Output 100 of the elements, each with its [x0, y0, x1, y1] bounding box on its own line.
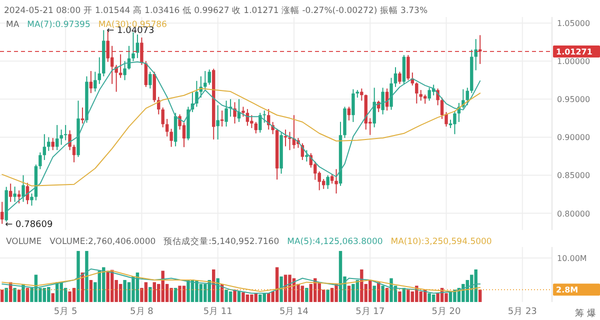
candlestick — [94, 71, 97, 92]
bar — [0, 290, 4, 302]
candlestick — [415, 82, 418, 104]
bar — [98, 270, 101, 302]
candlestick — [208, 68, 211, 86]
bar — [60, 282, 63, 302]
text: MA(7):0.97395 — [27, 20, 90, 30]
candlestick — [220, 110, 224, 128]
candlestick — [170, 128, 173, 148]
bar — [42, 288, 46, 302]
bar — [288, 274, 292, 302]
bar — [85, 250, 88, 302]
bar — [17, 290, 21, 302]
candlestick — [47, 136, 50, 152]
candlestick — [42, 134, 46, 161]
candlestick — [288, 131, 292, 151]
candlestick — [352, 88, 355, 122]
bar — [152, 282, 156, 302]
bar — [267, 293, 270, 302]
candlestick — [305, 150, 308, 162]
bar — [347, 286, 351, 302]
candlestick — [424, 94, 427, 104]
bar — [275, 267, 279, 302]
annotation: ← 0.78609 — [5, 220, 54, 230]
candlestick — [60, 129, 63, 146]
candlestick — [8, 183, 12, 202]
candlestick — [453, 110, 456, 135]
candlestick — [390, 77, 393, 110]
candlestick — [372, 87, 376, 128]
bar — [326, 290, 330, 302]
bar — [148, 287, 152, 302]
line-series — [2, 88, 481, 186]
bar — [250, 294, 254, 302]
candlestick — [381, 87, 384, 115]
bar — [186, 280, 190, 302]
bar — [204, 284, 207, 302]
bar — [178, 286, 182, 302]
x-tick-label: 5月 20 — [432, 307, 462, 317]
bar — [182, 286, 186, 302]
candlestick — [68, 130, 72, 151]
candlestick — [394, 66, 398, 88]
candlestick — [64, 124, 68, 141]
bar — [237, 291, 241, 302]
candlestick — [250, 114, 254, 129]
text: VOLUME:2,760,406.0000 — [50, 237, 156, 247]
bar — [300, 286, 304, 302]
bar — [385, 288, 389, 302]
candlestick — [98, 56, 101, 84]
candlestick — [419, 90, 422, 102]
text: 筹 爆 — [575, 308, 596, 319]
candlestick — [216, 104, 220, 140]
bar — [258, 294, 262, 302]
bar — [280, 276, 283, 302]
bar — [228, 291, 232, 302]
candlestick — [30, 192, 34, 206]
y-tick-label: 1.00000 — [557, 57, 590, 66]
bar — [72, 288, 76, 302]
bar — [254, 293, 258, 302]
y-tick-label: 10.00M — [557, 254, 587, 263]
candlestick — [436, 88, 440, 106]
candlestick — [123, 60, 126, 81]
bar — [199, 284, 203, 302]
annotation: MA — [6, 20, 20, 30]
bar — [47, 287, 50, 302]
bar — [76, 250, 80, 302]
bar — [338, 250, 342, 302]
bar — [246, 294, 250, 302]
candlestick — [72, 144, 76, 163]
bar — [233, 290, 236, 302]
x-tick-label: 5月 17 — [356, 307, 385, 317]
bar — [334, 284, 338, 302]
bar — [144, 282, 148, 302]
candlestick — [13, 186, 16, 202]
y-tick-label: 0.80000 — [557, 209, 590, 218]
bar — [262, 293, 266, 302]
y-tick-label: 0.85000 — [557, 171, 590, 180]
candlestick — [360, 88, 364, 102]
candlestick — [254, 121, 258, 134]
x-tick-label: 5月 14 — [279, 307, 309, 317]
candlestick — [224, 100, 228, 128]
bar — [428, 293, 431, 302]
candlestick — [51, 137, 54, 151]
bar — [352, 284, 355, 302]
candlestick — [326, 174, 330, 190]
bar — [368, 280, 372, 302]
candlestick — [347, 106, 351, 121]
bar — [195, 280, 198, 302]
candlestick — [284, 129, 288, 147]
bar — [224, 290, 228, 302]
candlestick — [334, 168, 338, 194]
bar — [68, 291, 72, 302]
bar — [406, 290, 410, 302]
candlestick — [330, 174, 334, 184]
bar — [372, 286, 376, 302]
x-tick-label: 5月 11 — [203, 307, 232, 317]
candlestick — [428, 87, 431, 102]
candlestick — [161, 107, 164, 128]
bar — [123, 280, 126, 302]
candlestick — [466, 87, 469, 106]
bar — [242, 292, 245, 302]
